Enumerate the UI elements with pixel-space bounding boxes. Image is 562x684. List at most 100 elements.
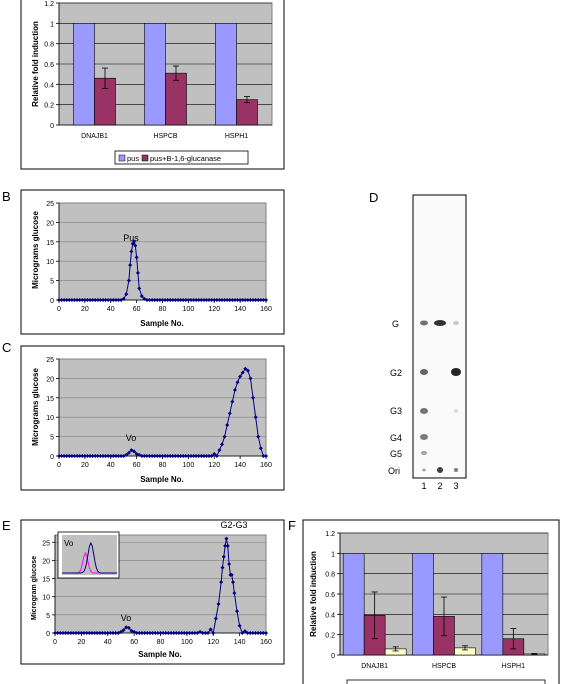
panel-b-data-point — [207, 298, 212, 302]
panel-a-ytick-label: 1.2 — [44, 1, 54, 8]
panel-e-data-point — [221, 554, 226, 559]
panel-b-data-point — [232, 298, 237, 302]
panel-c-data-point — [72, 454, 77, 458]
panel-a-bar — [73, 23, 95, 126]
panel-c-data-point — [222, 434, 227, 439]
gel-marker-g2: G2 — [390, 368, 402, 378]
panel-b-data-point — [82, 298, 87, 302]
panel-b-data-point — [108, 298, 113, 302]
panel-c-data-point — [90, 454, 95, 458]
panel-b-data-point — [240, 298, 245, 302]
panel-c-data-point — [113, 454, 118, 458]
panel-e-data-point — [145, 631, 150, 635]
panel-e-data-point — [82, 631, 87, 635]
panel-e-data-point — [224, 536, 229, 541]
panel-c-data-point — [139, 454, 144, 458]
panel-e-data-point — [95, 631, 100, 635]
panel-c-xlabel: Sample No. — [140, 475, 184, 484]
panel-e-data-point — [84, 631, 89, 635]
panel-b-xtick-label: 20 — [81, 306, 89, 313]
panel-b-xtick-label: 120 — [208, 306, 220, 313]
panel-b-data-point — [128, 263, 133, 268]
panel-c-data-point — [214, 454, 219, 458]
panel-c-data-point — [157, 454, 162, 458]
panel-b-data-point — [106, 298, 111, 302]
panel-c-data-point — [64, 454, 69, 458]
panel-e-data-point — [153, 631, 158, 635]
panel-e-xtick-label: 0 — [53, 639, 57, 646]
legend-swatch-glucanase — [141, 154, 149, 162]
panel-c-data-point — [155, 454, 160, 458]
panel-label-d: D — [369, 190, 378, 205]
panel-e-data-point — [216, 601, 221, 606]
panel-b-data-point — [235, 298, 240, 302]
panel-c-ytick-label: 20 — [46, 376, 54, 383]
panel-b-data-point — [132, 239, 137, 244]
panel-e-data-point — [68, 631, 73, 635]
panel-b-data-point — [124, 292, 129, 297]
panel-a-legend: pus pus+B-1,6-glucanase — [114, 150, 249, 165]
panel-b-xtick-label: 80 — [159, 306, 167, 313]
panel-c-data-point — [209, 454, 214, 458]
panel-c-xtick-label: 160 — [260, 462, 272, 469]
panel-e-ytick-label: 5 — [46, 613, 50, 620]
panel-label-b: B — [2, 189, 11, 204]
legend-swatch-pus — [118, 154, 126, 162]
panel-e-ytick-label: 25 — [42, 540, 50, 547]
panel-c-data-point — [194, 454, 199, 458]
panel-e-xtick-label: 100 — [181, 639, 193, 646]
panel-c-data-point — [62, 454, 67, 458]
panel-b-data-point — [220, 298, 225, 302]
panel-e-data-point — [219, 580, 224, 585]
panel-b-data-point — [168, 298, 173, 302]
panel-b-data-point — [188, 298, 193, 302]
panel-f-chart: 0 0.2 0.4 0.6 0.8 1 1.2 DNAJB1 HSPCB HSPH1 — [325, 531, 548, 670]
panel-b-data-point — [222, 298, 227, 302]
panel-b-data-point — [121, 296, 126, 301]
panel-c-data-point — [152, 454, 157, 458]
panel-c-data-point — [142, 454, 147, 458]
panel-b-xtick-label: 0 — [57, 306, 61, 313]
panel-c-data-point — [188, 454, 193, 458]
panel-c-data-point — [116, 454, 121, 458]
panel-e-data-point — [66, 631, 71, 635]
panel-e-data-point — [182, 631, 187, 635]
legend-label-pus: pus — [127, 154, 139, 163]
panel-a-ytick-label: 0 — [50, 123, 54, 130]
panel-c-data-point — [245, 368, 250, 373]
panel-b-ylabel: Micrograms glucose — [31, 211, 40, 289]
panel-b-data-point — [85, 298, 90, 302]
panel-b-data-point — [93, 298, 98, 302]
panel-c-data-point — [227, 411, 232, 416]
panel-c-data-point — [220, 442, 225, 447]
panel-b-data-point — [183, 298, 188, 302]
panel-c-data-point — [144, 454, 149, 458]
inset-series-blue — [62, 541, 117, 574]
panel-b-ytick-label: 15 — [46, 240, 54, 247]
panel-e-ylabel: Microgram glucose — [31, 556, 38, 620]
panel-e-xlabel: Sample No. — [138, 650, 182, 659]
panel-f-bar — [412, 553, 434, 656]
panel-e-data-point — [261, 631, 266, 635]
panel-a-bar — [144, 23, 166, 126]
panel-e-data-point — [264, 631, 268, 635]
panel-c-data-point — [80, 454, 85, 458]
panel-a-category-label: HSPH1 — [225, 133, 248, 140]
gel-spot — [421, 451, 427, 455]
panel-a-category-label: HSPCB — [153, 133, 177, 140]
panel-e-data-point — [137, 631, 142, 635]
panel-b-data-point — [72, 298, 77, 302]
panel-e-data-point — [63, 631, 68, 635]
panel-b-data-point — [135, 270, 140, 275]
panel-c-data-point — [88, 454, 93, 458]
panel-c-data-point — [217, 448, 222, 453]
panel-e-data-point — [166, 631, 171, 635]
panel-b-data-point — [64, 298, 69, 302]
panel-c-data-point — [100, 454, 105, 458]
panel-b-data-point — [186, 298, 191, 302]
panel-e-data-point — [231, 580, 236, 585]
panel-b-data-point — [199, 298, 204, 302]
panel-b-data-point — [178, 298, 183, 302]
panel-e-ytick-label: 20 — [42, 558, 50, 565]
panel-b-ytick-label: 10 — [46, 259, 54, 266]
